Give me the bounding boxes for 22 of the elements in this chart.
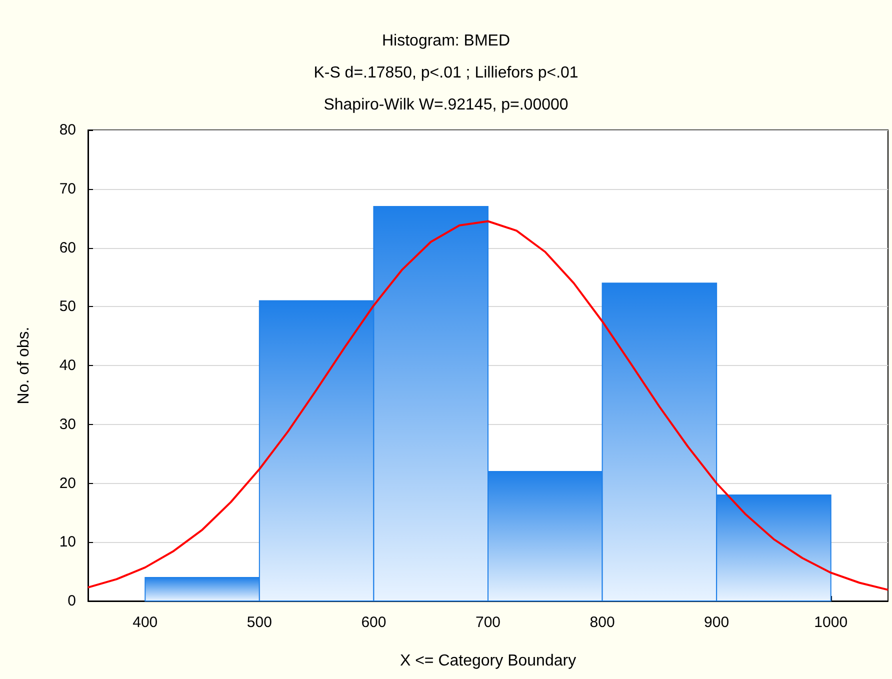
chart-title: Histogram: BMED xyxy=(382,32,510,50)
x-tick-label: 700 xyxy=(475,614,501,631)
x-tick-label: 500 xyxy=(246,614,272,631)
x-tick-label: 600 xyxy=(361,614,386,631)
line-series xyxy=(87,220,889,591)
y-axis-title: No. of obs. xyxy=(16,326,32,404)
y-tick-label: 60 xyxy=(59,239,76,256)
y-tick-label: 80 xyxy=(59,122,76,138)
x-tick-label: 900 xyxy=(704,614,730,631)
x-tick-label: 1000 xyxy=(814,614,848,631)
x-axis-title: X <= Category Boundary xyxy=(400,652,576,670)
x-tick-label: 400 xyxy=(132,614,158,631)
y-tick-label: 50 xyxy=(59,298,76,316)
y-tick-label: 70 xyxy=(59,180,76,198)
chart-subtitle: K-S d=.17850, p<.01 ; Lilliefors p<.01 xyxy=(314,64,578,82)
y-tick-label: 10 xyxy=(59,534,76,551)
text: Shapiro-Wilk W=.92145, p=.00000 xyxy=(324,96,568,114)
y-tick-label: 30 xyxy=(59,416,76,433)
y-tick-label: 40 xyxy=(59,357,76,374)
x-tick-label: 800 xyxy=(590,614,615,631)
y-tick-label: 20 xyxy=(59,474,76,492)
y-tick-label: 0 xyxy=(68,592,76,610)
